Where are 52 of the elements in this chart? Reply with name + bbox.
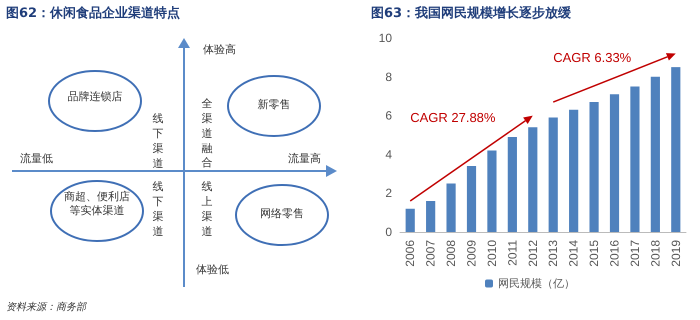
annotation: CAGR 6.33% xyxy=(553,50,632,65)
x-tick-label: 2008 xyxy=(444,240,458,267)
bar xyxy=(589,102,599,232)
text: 体验高 xyxy=(203,43,236,58)
y-tick-label: 4 xyxy=(385,147,392,162)
x-tick-label: 2013 xyxy=(546,240,560,267)
text: 资料来源：商务部 xyxy=(6,300,86,314)
text: 线下渠道 xyxy=(152,112,164,172)
bar xyxy=(466,166,476,232)
y-tick-label: 0 xyxy=(385,225,392,239)
chart-title: 图63：我国网民规模增长逐步放缓 xyxy=(371,5,572,21)
bar xyxy=(508,136,517,232)
y-tick-label: 10 xyxy=(378,31,392,45)
text: 网络零售 xyxy=(259,207,305,222)
text: 全渠道融合 xyxy=(201,97,213,172)
text: 流量高 xyxy=(288,152,321,166)
text: 商超、便利店等实体渠道 xyxy=(63,190,131,219)
text: 新零售 xyxy=(256,98,292,112)
bar xyxy=(671,67,680,232)
y-tick-label: 6 xyxy=(385,108,392,123)
x-tick-label: 2006 xyxy=(403,240,418,267)
text: 线上渠道 xyxy=(201,180,213,240)
annotation: CAGR 27.88% xyxy=(410,110,496,125)
text: 品牌连锁店 xyxy=(66,90,124,104)
bar xyxy=(406,208,415,232)
x-tick-label: 2009 xyxy=(464,240,478,267)
x-tick-label: 2014 xyxy=(566,240,581,267)
bar xyxy=(569,110,578,232)
bar xyxy=(610,94,620,232)
text: 线下渠道 xyxy=(152,180,164,240)
x-tick-label: 2007 xyxy=(424,240,438,267)
x-tick-label: 2011 xyxy=(505,240,520,266)
bar xyxy=(528,127,538,232)
bar xyxy=(426,200,436,232)
x-tick-label: 2017 xyxy=(628,240,642,267)
x-tick-label: 2012 xyxy=(526,240,540,267)
bar xyxy=(548,118,558,232)
y-tick-label: 2 xyxy=(385,186,392,200)
text: 流量低 xyxy=(20,152,53,166)
x-tick-label: 2019 xyxy=(668,240,683,267)
bar xyxy=(446,184,456,232)
x-tick-label: 2016 xyxy=(608,240,622,267)
text: 体验低 xyxy=(196,263,229,278)
legend-label: 网民规模（亿） xyxy=(498,277,575,290)
x-tick-label: 2010 xyxy=(484,240,499,267)
bar xyxy=(630,86,640,232)
bar xyxy=(650,76,660,232)
x-tick-label: 2015 xyxy=(587,240,602,267)
y-tick-label: 8 xyxy=(385,70,392,84)
x-tick-label: 2018 xyxy=(648,240,662,267)
text: 图62：休闲食品企业渠道特点 xyxy=(6,4,180,22)
bar xyxy=(487,150,497,232)
